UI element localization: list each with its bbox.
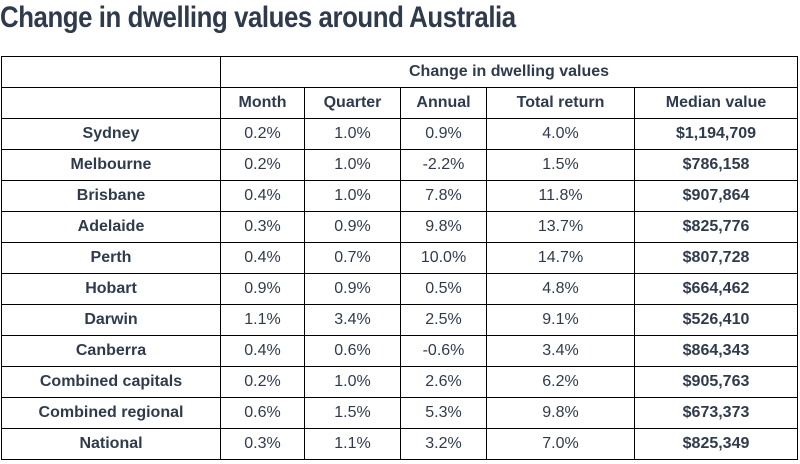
- median-value-cell: $526,410: [633, 304, 799, 336]
- median-value-cell: $864,343: [633, 335, 799, 367]
- column-header-total-return: Total return: [486, 87, 635, 119]
- month-cell: 0.2%: [220, 149, 305, 181]
- region-cell: Darwin: [1, 304, 221, 336]
- annual-cell: 5.3%: [400, 397, 487, 429]
- annual-cell: -2.2%: [400, 149, 487, 181]
- median-value-cell: $664,462: [633, 273, 799, 305]
- corner-cell: [1, 56, 221, 88]
- median-value-cell: $905,763: [633, 366, 799, 398]
- median-value-cell: $807,728: [633, 242, 799, 274]
- total-return-cell: 9.8%: [486, 397, 635, 429]
- median-value-cell: $825,776: [633, 211, 799, 243]
- median-value-cell: $1,194,709: [633, 118, 799, 150]
- month-cell: 0.3%: [220, 428, 305, 460]
- group-header: Change in dwelling values: [219, 56, 799, 88]
- region-cell: National: [1, 428, 221, 460]
- quarter-cell: 3.4%: [304, 304, 401, 336]
- table-row: Perth 0.4% 0.7% 10.0% 14.7% $807,728: [1, 242, 799, 274]
- region-cell: Melbourne: [1, 149, 221, 181]
- table-row: Melbourne 0.2% 1.0% -2.2% 1.5% $786,158: [1, 149, 799, 181]
- month-cell: 0.2%: [220, 366, 305, 398]
- quarter-cell: 1.0%: [304, 180, 401, 212]
- annual-cell: 3.2%: [400, 428, 487, 460]
- quarter-cell: 1.5%: [304, 397, 401, 429]
- median-value-cell: $907,864: [633, 180, 799, 212]
- month-cell: 0.3%: [220, 211, 305, 243]
- region-cell: Hobart: [1, 273, 221, 305]
- annual-cell: 10.0%: [400, 242, 487, 274]
- quarter-cell: 0.6%: [304, 335, 401, 367]
- quarter-cell: 1.0%: [304, 118, 401, 150]
- quarter-cell: 0.7%: [304, 242, 401, 274]
- annual-cell: 2.5%: [400, 304, 487, 336]
- quarter-cell: 1.0%: [304, 366, 401, 398]
- dwelling-values-table: Change in dwelling values Month Quarter …: [1, 56, 799, 460]
- median-value-cell: $825,349: [633, 428, 799, 460]
- table-row: Adelaide 0.3% 0.9% 9.8% 13.7% $825,776: [1, 211, 799, 243]
- quarter-cell: 0.9%: [304, 211, 401, 243]
- quarter-cell: 0.9%: [304, 273, 401, 305]
- median-value-cell: $786,158: [633, 149, 799, 181]
- total-return-cell: 14.7%: [486, 242, 635, 274]
- table-row: Hobart 0.9% 0.9% 0.5% 4.8% $664,462: [1, 273, 799, 305]
- region-cell: Perth: [1, 242, 221, 274]
- month-cell: 1.1%: [220, 304, 305, 336]
- total-return-cell: 6.2%: [486, 366, 635, 398]
- total-return-cell: 9.1%: [486, 304, 635, 336]
- region-cell: Adelaide: [1, 211, 221, 243]
- quarter-cell: 1.0%: [304, 149, 401, 181]
- total-return-cell: 13.7%: [486, 211, 635, 243]
- column-header-median-value: Median value: [633, 87, 799, 119]
- region-cell: Sydney: [1, 118, 221, 150]
- region-header-cell: [1, 87, 221, 119]
- region-cell: Combined capitals: [1, 366, 221, 398]
- month-cell: 0.2%: [220, 118, 305, 150]
- month-cell: 0.4%: [220, 335, 305, 367]
- total-return-cell: 7.0%: [486, 428, 635, 460]
- annual-cell: 2.6%: [400, 366, 487, 398]
- total-return-cell: 4.8%: [486, 273, 635, 305]
- median-value-cell: $673,373: [633, 397, 799, 429]
- month-cell: 0.4%: [220, 180, 305, 212]
- table-row: Combined capitals 0.2% 1.0% 2.6% 6.2% $905,76…: [1, 366, 799, 398]
- region-cell: Combined regional: [1, 397, 221, 429]
- page-title: Change in dwelling values around Austral…: [0, 1, 516, 34]
- month-cell: 0.9%: [220, 273, 305, 305]
- total-return-cell: 1.5%: [486, 149, 635, 181]
- table-row: National 0.3% 1.1% 3.2% 7.0% $825,349: [1, 428, 799, 460]
- region-cell: Canberra: [1, 335, 221, 367]
- table-head: Change in dwelling values Month Quarter …: [1, 56, 799, 119]
- annual-cell: 7.8%: [400, 180, 487, 212]
- quarter-cell: 1.1%: [304, 428, 401, 460]
- table-row: Brisbane 0.4% 1.0% 7.8% 11.8% $907,864: [1, 180, 799, 212]
- annual-cell: 9.8%: [400, 211, 487, 243]
- month-cell: 0.6%: [220, 397, 305, 429]
- annual-cell: 0.9%: [400, 118, 487, 150]
- annual-cell: 0.5%: [400, 273, 487, 305]
- column-header-month: Month: [220, 87, 305, 119]
- table-row: Canberra 0.4% 0.6% -0.6% 3.4% $864,343: [1, 335, 799, 367]
- total-return-cell: 4.0%: [486, 118, 635, 150]
- column-header-quarter: Quarter: [304, 87, 401, 119]
- table-body: Sydney 0.2% 1.0% 0.9% 4.0% $1,194,709 Melbourn…: [1, 118, 799, 460]
- table-row: Darwin 1.1% 3.4% 2.5% 9.1% $526,410: [1, 304, 799, 336]
- group-header-row: Change in dwelling values: [1, 56, 799, 88]
- total-return-cell: 3.4%: [486, 335, 635, 367]
- column-header-row: Month Quarter Annual Total return Median…: [1, 87, 799, 119]
- table-row: Combined regional 0.6% 1.5% 5.3% 9.8% $673,37…: [1, 397, 799, 429]
- table-row: Sydney 0.2% 1.0% 0.9% 4.0% $1,194,709: [1, 118, 799, 150]
- annual-cell: -0.6%: [400, 335, 487, 367]
- region-cell: Brisbane: [1, 180, 221, 212]
- total-return-cell: 11.8%: [486, 180, 635, 212]
- month-cell: 0.4%: [220, 242, 305, 274]
- column-header-annual: Annual: [400, 87, 487, 119]
